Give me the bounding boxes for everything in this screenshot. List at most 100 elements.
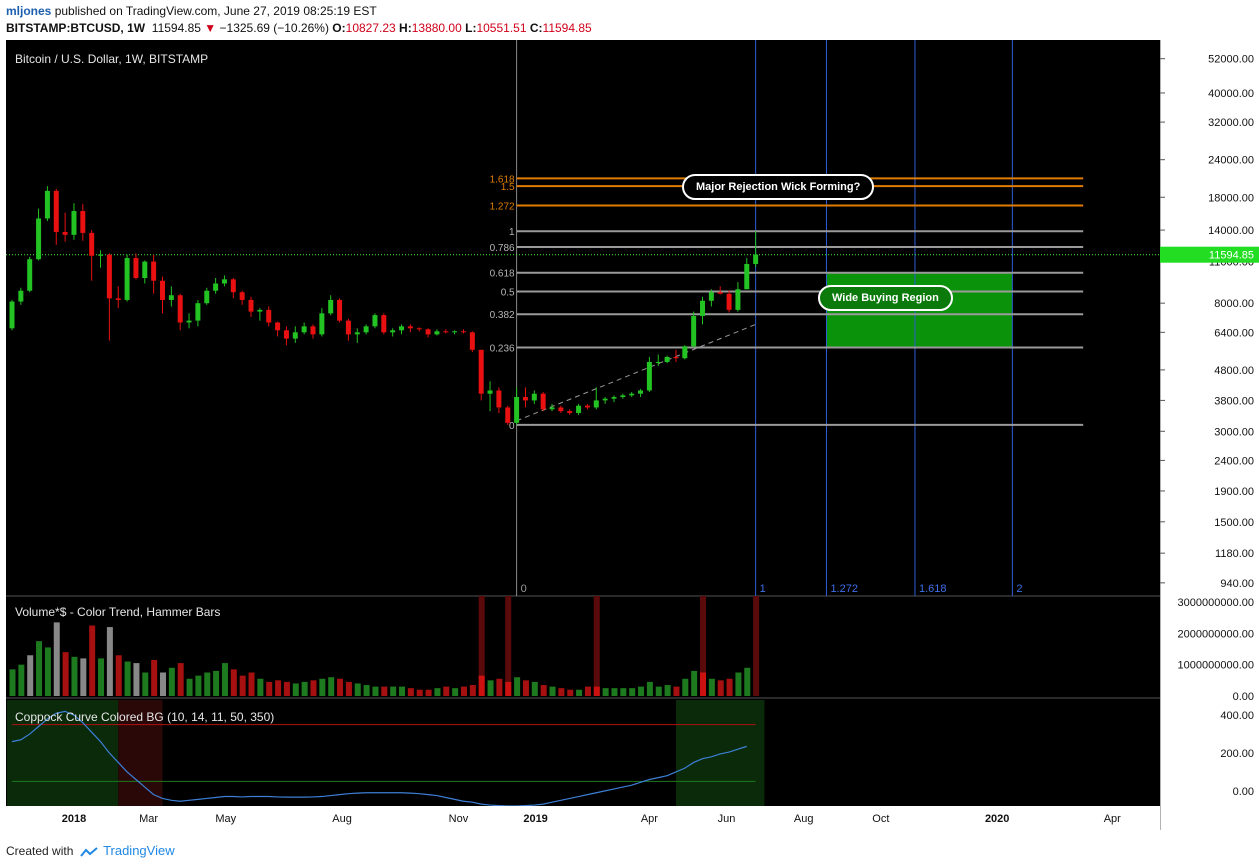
coppock-tick-label: 200.00 [1220,748,1254,760]
candle-body [337,299,343,321]
volume-bar [691,670,698,696]
price-tick-label: 18000.00 [1208,192,1254,204]
candle-body [425,329,431,335]
candle-body [363,326,369,333]
ohlc-line: BITSTAMP:BTCUSD, 1W 11594.85 ▼ −1325.69 … [6,21,592,35]
volume-bar [354,683,361,696]
time-tick-label: Aug [332,813,352,825]
chart-plot-area[interactable]: 0 1 1.272 1.618 2 0 0.236 0.382 0.5 0.618 0.786 1 1.… [6,40,1160,830]
fib-level-label: 0.236 [490,343,515,354]
candle-body [106,254,112,299]
candle-body [416,328,422,330]
volume-bar [221,663,228,696]
volume-bar [425,689,432,696]
buying-region-callout[interactable]: Wide Buying Region [818,285,953,311]
volume-bar [558,688,565,696]
price-axis-canvas: 52000.00 40000.00 32000.00 24000.00 18000.00… [1160,40,1259,830]
volume-bar [407,688,414,696]
volume-bar [115,655,122,696]
rejection-callout[interactable]: Major Rejection Wick Forming? [682,174,875,200]
candle-body [469,332,475,350]
volume-bar [80,658,87,696]
time-tick-label: Nov [449,813,469,825]
candle-body [567,411,573,414]
fib-extension-label: 1.618 [490,174,515,185]
time-tick-label: Oct [872,813,889,825]
candle-body [151,261,157,281]
volume-bar [434,688,441,696]
coppock-bg-red [118,700,163,806]
volume-bar [345,681,352,696]
candle-body [18,290,24,302]
publish-info: published on TradingView.com, June 27, 2… [51,4,377,18]
candle-body [629,393,635,396]
hammer-bar [700,596,707,696]
volume-bar [682,678,689,696]
volume-bar [98,658,105,696]
volume-bar [292,683,299,696]
symbol-label: BITSTAMP:BTCUSD, 1W [6,21,146,35]
volume-tick-label: 0.00 [1233,691,1254,703]
candle-body [177,295,183,323]
price-tick-label: 6400.00 [1214,327,1254,339]
volume-bar [673,686,680,696]
candle-body [496,390,502,408]
publish-line: mljones published on TradingView.com, Ju… [6,4,377,18]
volume-bar [514,677,521,696]
price-axis[interactable]: 52000.00 40000.00 32000.00 24000.00 18000.00… [1160,40,1259,830]
price-tick-label: 8000.00 [1214,298,1254,310]
candle-body [744,263,750,290]
hammer-bar [753,596,760,696]
candle-body [89,232,95,256]
candle-body [159,280,165,300]
price-tick-label: 1180.00 [1215,548,1254,560]
price-tick-label: 3800.00 [1214,395,1254,407]
candle-body [328,299,334,314]
volume-bar [611,688,618,696]
price-tick-label: 1900.00 [1214,486,1254,498]
candle-body [673,356,679,359]
time-axis[interactable]: 2018 Mar May Aug Nov 2019 Apr Jun Aug Oct 2020 Apr [6,806,1160,830]
candle-body [301,326,307,333]
candle-body [540,393,546,410]
time-tick-label: 2020 [985,813,1009,825]
fib-level-label: 1 [509,227,515,238]
volume-bar [452,688,459,696]
candle-body [514,397,520,423]
candle-body [655,361,661,363]
price-tick-label: 40000.00 [1208,88,1254,100]
candle-body [266,309,272,323]
candle-body [27,259,33,291]
volume-bar [301,681,308,696]
volume-bar [549,686,556,696]
candle-body [292,332,298,339]
time-tick-label: Jun [718,813,736,825]
candle-body [80,211,86,233]
close-label: C: [529,21,543,35]
volume-bar [275,680,282,696]
volume-bar [567,689,574,696]
price-tick-label: 24000.00 [1208,155,1254,167]
fib-level-label: 0.5 [501,287,515,298]
candle-body [319,313,325,335]
volume-bar [363,685,370,696]
low-value: 10551.51 [476,21,527,35]
high-label: H: [399,21,412,35]
volume-bar [372,686,379,696]
volume-bar [257,678,264,696]
candle-body [611,397,617,399]
author-link[interactable]: mljones [6,4,52,18]
candle-body [186,320,192,323]
time-tick-label: 2019 [523,813,547,825]
price-tick-label: 32000.00 [1208,117,1254,129]
candle-body [735,289,741,310]
fib-level-label: 0.786 [490,243,515,254]
candle-body [71,211,77,235]
volume-bar [478,675,485,696]
volume-bar [708,678,715,696]
volume-bar [638,686,645,696]
fib-level-label: 0.382 [490,310,515,321]
tradingview-brand-link[interactable]: TradingView [103,843,175,858]
footer: Created with TradingView [6,843,175,858]
volume-bar [744,667,751,696]
